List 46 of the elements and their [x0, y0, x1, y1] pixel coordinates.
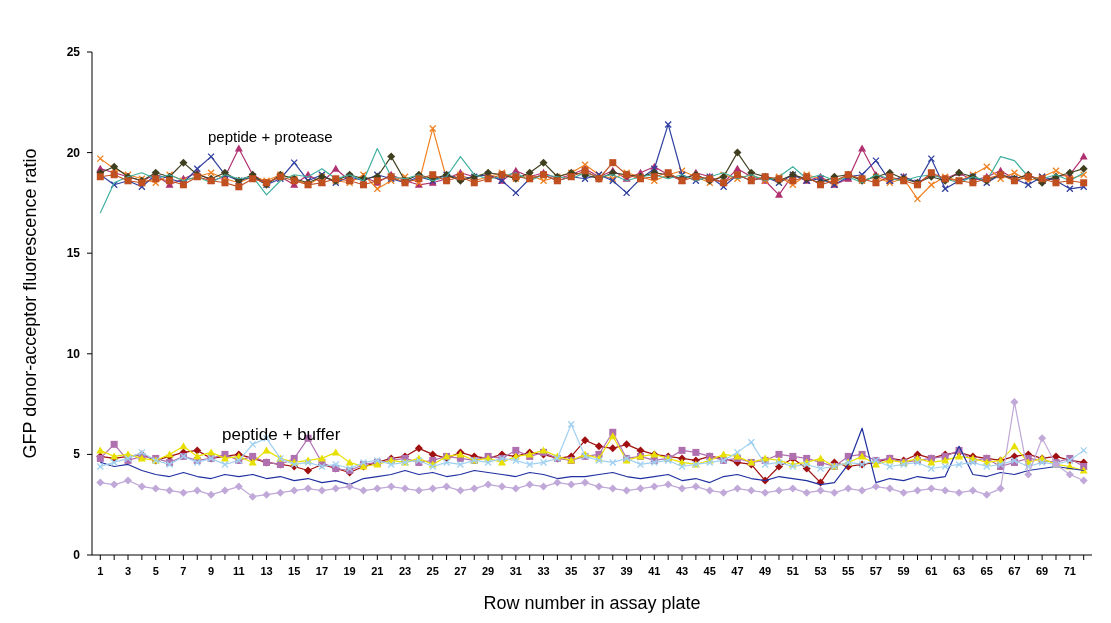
y-tick-label: 5 [73, 447, 81, 462]
x-tick-label: 29 [482, 565, 495, 577]
x-tick-label: 3 [124, 565, 132, 577]
y-tick-label: 10 [66, 346, 81, 361]
y-axis-title: GFP donor-acceptor fluorescence ratio [20, 148, 40, 459]
x-tick-label: 17 [315, 565, 329, 577]
x-tick-label: 25 [426, 565, 439, 577]
x-tick-label: 21 [371, 565, 384, 577]
annotation: peptide + protease [208, 128, 333, 145]
x-tick-label: 67 [1008, 565, 1021, 577]
x-tick-label: 31 [509, 565, 522, 577]
x-tick-label: 71 [1063, 565, 1076, 577]
x-tick-label: 53 [814, 565, 827, 577]
x-tick-label: 43 [675, 565, 689, 577]
x-tick-label: 19 [343, 565, 356, 577]
x-tick-label: 41 [648, 565, 661, 577]
x-tick-label: 27 [454, 565, 467, 577]
x-tick-label: 55 [842, 565, 855, 577]
x-tick-label: 11 [232, 565, 245, 577]
x-tick-label: 45 [703, 565, 716, 577]
x-tick-label: 59 [897, 565, 910, 577]
x-tick-label: 61 [925, 565, 938, 577]
x-tick-label: 5 [152, 565, 159, 577]
x-tick-label: 23 [398, 565, 412, 577]
x-tick-label: 57 [869, 565, 883, 577]
x-tick-label: 15 [288, 565, 301, 577]
x-axis-title: Row number in assay plate [483, 593, 701, 613]
x-tick-label: 35 [565, 565, 578, 577]
x-tick-label: 13 [260, 565, 273, 577]
x-tick-label: 69 [1036, 565, 1049, 577]
x-tick-label: 1 [97, 565, 104, 577]
y-tick-label: 0 [73, 548, 81, 562]
x-tick-label: 49 [759, 565, 772, 577]
y-tick-label: 20 [66, 145, 81, 160]
x-tick-label: 63 [952, 565, 966, 577]
x-tick-label: 7 [180, 565, 187, 577]
x-tick-label: 51 [786, 565, 799, 577]
x-tick-label: 65 [980, 565, 993, 577]
y-tick-label: 15 [66, 246, 81, 261]
x-tick-label: 37 [592, 565, 606, 577]
x-tick-label: 39 [620, 565, 633, 577]
x-tick-label: 47 [731, 565, 744, 577]
x-tick-label: 33 [537, 565, 550, 577]
annotation: peptide + buffer [222, 425, 341, 444]
y-tick-label: 25 [66, 45, 81, 59]
x-tick-label: 9 [208, 565, 215, 577]
